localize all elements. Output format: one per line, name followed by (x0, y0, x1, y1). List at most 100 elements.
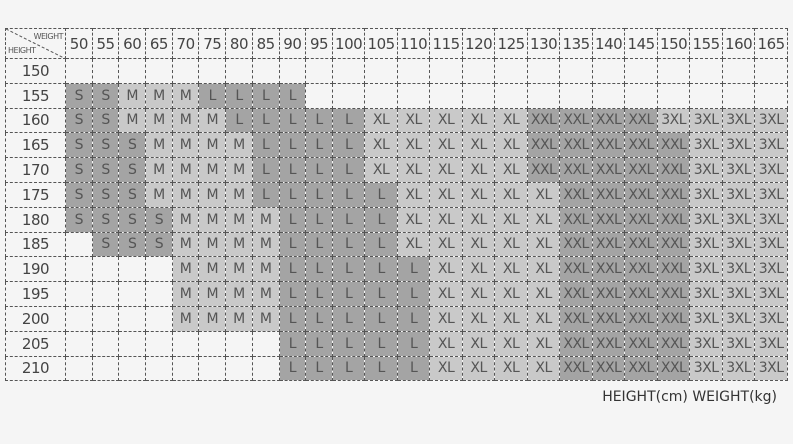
size-cell: XXL (656, 355, 691, 382)
size-cell (145, 330, 173, 357)
size-cell: 3XL (754, 157, 788, 183)
size-cell: XL (429, 107, 463, 134)
size-cell: XL (494, 132, 528, 159)
size-cell: L (396, 355, 431, 382)
size-cell: S (91, 231, 120, 258)
size-cell: XXL (656, 206, 691, 233)
size-cell: XL (461, 281, 496, 307)
table-row: 185 S S S M M M M L L L L XL XL XL XL XL XXL XXL XXL XXL 3XL 3… (5, 231, 788, 258)
size-cell: XL (461, 206, 496, 233)
height-label: 190 (5, 256, 66, 283)
size-cell: L (364, 231, 398, 258)
size-cell (145, 355, 173, 382)
size-cell: XL (461, 157, 496, 183)
table-row: 160 S S M M M M L L L L L XL XL XL XL XL XXL XXL XXL XXL 3XL 3… (5, 107, 788, 134)
size-cell: L (331, 355, 366, 382)
size-cell: XXL (559, 355, 593, 382)
size-cell: XXL (656, 256, 691, 283)
weight-header-135: 135 (559, 28, 593, 59)
size-cell (461, 58, 496, 84)
size-cell: L (364, 305, 398, 332)
table-row: 155 S S M M M L L L L (5, 82, 788, 109)
size-cell: XXL (591, 107, 626, 134)
size-cell: L (278, 82, 307, 109)
size-cell: XXL (526, 107, 561, 134)
size-cell: XXL (559, 281, 593, 307)
size-cell: XXL (656, 231, 691, 258)
height-label: 185 (5, 231, 66, 258)
size-cell: XXL (559, 107, 593, 134)
size-cell: L (331, 181, 366, 208)
table-row: 200 M M M M L L L L L XL XL XL XL XXL XXL XXL XXL 3XL 3XL 3X… (5, 305, 788, 332)
size-cell: XL (526, 181, 561, 208)
size-cell: S (118, 157, 147, 183)
size-cell (305, 82, 333, 109)
size-cell (396, 58, 431, 84)
size-cell: 3XL (689, 157, 723, 183)
size-cell: 3XL (721, 256, 756, 283)
size-cell (364, 82, 398, 109)
size-cell: XXL (559, 256, 593, 283)
size-cell: XXL (624, 181, 658, 208)
size-cell: L (305, 330, 333, 357)
weight-header-115: 115 (429, 28, 463, 59)
size-cell: XL (396, 181, 431, 208)
size-cell: L (251, 82, 280, 109)
size-cell: 3XL (721, 330, 756, 357)
weight-header-50: 50 (65, 28, 93, 59)
size-cell (461, 82, 496, 109)
size-cell (65, 231, 93, 258)
size-cell: L (305, 206, 333, 233)
size-cell: L (278, 330, 307, 357)
size-cell (91, 58, 120, 84)
height-label: 200 (5, 305, 66, 332)
size-cell (624, 58, 658, 84)
size-cell: 3XL (689, 355, 723, 382)
size-cell: M (171, 181, 200, 208)
size-cell: XXL (591, 281, 626, 307)
size-cell: XL (396, 206, 431, 233)
size-cell: XL (364, 157, 398, 183)
size-cell: S (118, 132, 147, 159)
size-cell: 3XL (754, 305, 788, 332)
size-cell (118, 58, 147, 84)
size-cell (689, 58, 723, 84)
size-cell: XXL (624, 206, 658, 233)
size-cell: 3XL (754, 181, 788, 208)
size-cell: M (225, 281, 253, 307)
height-label: 155 (5, 82, 66, 109)
size-cell: XL (429, 355, 463, 382)
size-cell (656, 82, 691, 109)
size-cell: XXL (624, 107, 658, 134)
size-cell: M (225, 231, 253, 258)
size-cell: M (145, 107, 173, 134)
size-cell (225, 355, 253, 382)
size-cell (429, 58, 463, 84)
size-cell (526, 82, 561, 109)
size-cell: S (91, 206, 120, 233)
size-cell (754, 58, 788, 84)
size-cell: M (251, 256, 280, 283)
size-cell (91, 281, 120, 307)
weight-header-145: 145 (624, 28, 658, 59)
size-cell: L (305, 305, 333, 332)
size-cell: M (171, 206, 200, 233)
size-cell: XL (494, 107, 528, 134)
size-cell: XL (461, 107, 496, 134)
size-cell: XXL (559, 231, 593, 258)
size-cell: 3XL (656, 107, 691, 134)
size-cell: M (251, 305, 280, 332)
size-cell: XXL (591, 157, 626, 183)
size-cell: 3XL (754, 132, 788, 159)
size-cell (65, 256, 93, 283)
table-row: 165 S S S M M M M L L L L XL XL XL XL XL XXL XXL XXL XXL XXL 3… (5, 132, 788, 159)
size-cell: L (278, 157, 307, 183)
size-cell: 3XL (721, 355, 756, 382)
size-cell (689, 82, 723, 109)
size-cell (91, 330, 120, 357)
height-label: 165 (5, 132, 66, 159)
size-cell: L (198, 82, 227, 109)
weight-header-row: WEIGHT HEIGHT 50 55 60 65 70 75 80 85 90 95 100 105… (5, 28, 788, 59)
size-cell: 3XL (721, 281, 756, 307)
size-cell: XL (526, 355, 561, 382)
